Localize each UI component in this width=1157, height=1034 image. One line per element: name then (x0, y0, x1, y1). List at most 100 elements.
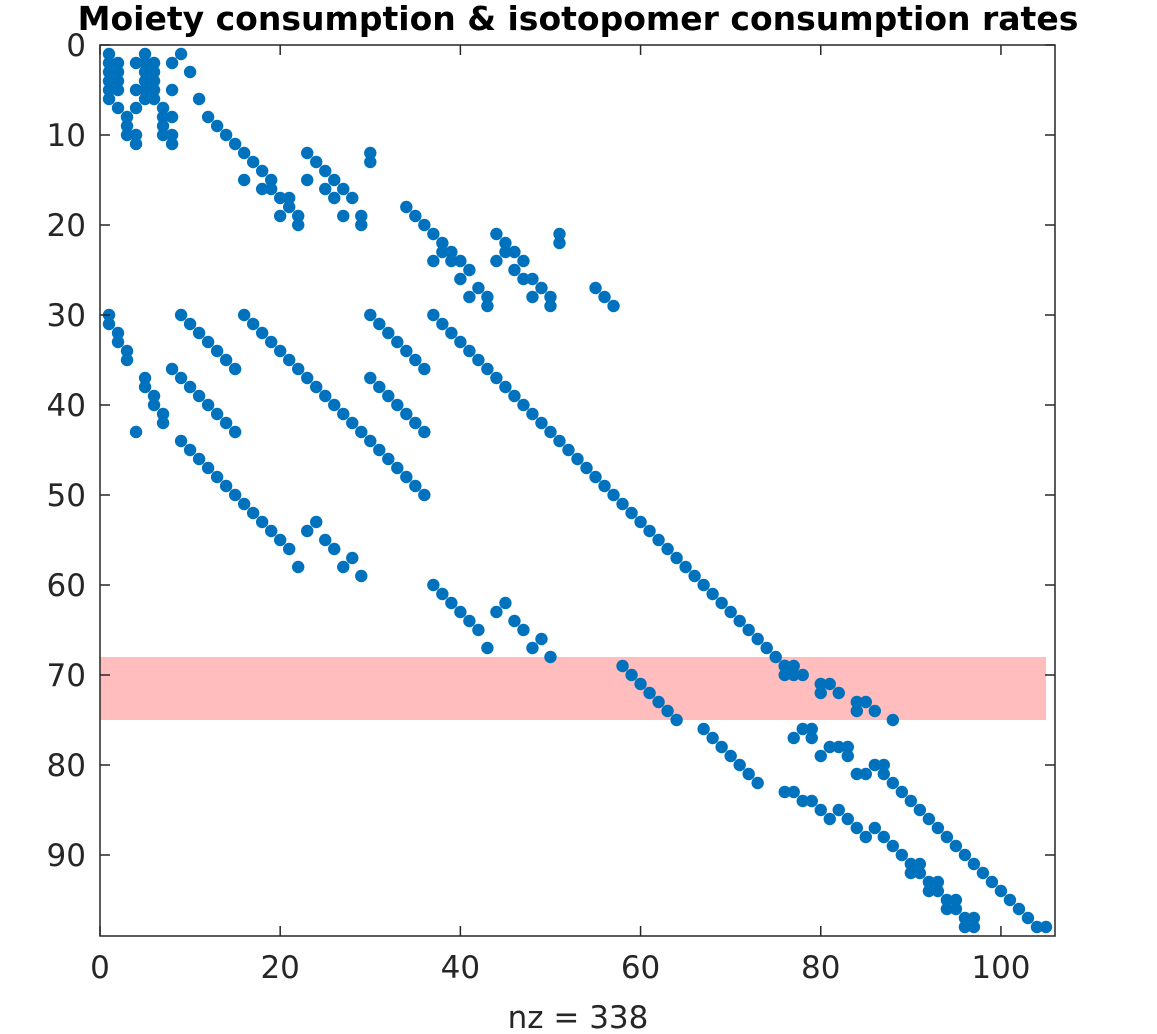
data-point (273, 533, 287, 547)
data-point (895, 848, 909, 862)
data-point (445, 254, 458, 268)
data-point (427, 578, 440, 592)
data-point (219, 128, 233, 142)
data-point (246, 506, 260, 520)
data-point (877, 767, 891, 781)
data-point (814, 686, 827, 700)
data-point (1003, 893, 1017, 907)
data-point (814, 677, 827, 691)
data-point (183, 317, 197, 331)
data-point (364, 371, 377, 385)
data-point (382, 326, 395, 340)
data-point (328, 398, 341, 412)
data-point (634, 515, 647, 529)
data-point (120, 110, 134, 124)
data-point (715, 596, 728, 610)
data-point (670, 713, 683, 727)
data-point (490, 254, 503, 268)
data-point (237, 308, 251, 322)
data-point (625, 506, 638, 520)
data-point (733, 758, 746, 772)
data-point (517, 272, 530, 286)
data-point (454, 254, 467, 268)
data-point (553, 227, 566, 241)
data-point (562, 443, 575, 457)
data-point (183, 443, 197, 457)
data-point (138, 74, 152, 88)
data-point (228, 362, 242, 376)
data-point (490, 605, 503, 619)
data-point (850, 695, 863, 709)
data-point (391, 461, 404, 475)
data-point (111, 335, 125, 349)
data-point (643, 524, 656, 538)
data-point (454, 272, 467, 286)
data-point (472, 623, 485, 637)
data-point (607, 299, 620, 313)
data-point (337, 209, 350, 223)
data-point (1021, 911, 1035, 925)
data-point (913, 866, 927, 880)
data-point (165, 110, 179, 124)
data-point (264, 173, 278, 187)
x-tick-label: 60 (621, 950, 660, 986)
data-point (859, 695, 873, 709)
data-point (418, 425, 431, 439)
data-point (1012, 902, 1026, 916)
x-tick-label: 0 (90, 950, 110, 986)
data-point (787, 731, 800, 745)
data-point (255, 326, 269, 340)
data-point (706, 587, 719, 601)
data-point (508, 389, 521, 403)
data-point (282, 542, 296, 556)
data-point (634, 677, 647, 691)
data-point (805, 722, 818, 736)
data-point (670, 551, 683, 565)
data-point (751, 632, 764, 646)
data-point (463, 614, 476, 628)
data-point (400, 200, 413, 214)
data-point (138, 83, 152, 97)
y-tick-label: 10 (47, 118, 86, 154)
data-point (129, 425, 143, 439)
data-point (228, 425, 242, 439)
data-point (787, 785, 800, 799)
data-point (120, 119, 134, 133)
data-point (409, 416, 422, 430)
data-point (841, 812, 854, 826)
data-point (850, 704, 863, 718)
data-point (210, 344, 224, 358)
data-point (156, 407, 170, 421)
data-point (201, 398, 215, 412)
data-point (931, 875, 945, 889)
data-point (499, 596, 512, 610)
data-point (832, 686, 845, 700)
data-point (138, 92, 152, 106)
data-point (237, 497, 251, 511)
data-point (129, 83, 143, 97)
data-point (346, 191, 359, 205)
data-point (445, 596, 458, 610)
data-point (490, 371, 503, 385)
data-point (544, 290, 557, 304)
data-point (156, 119, 170, 133)
data-point (147, 83, 161, 97)
data-point (796, 722, 809, 736)
data-point (102, 47, 116, 61)
data-point (255, 515, 269, 529)
data-point (292, 218, 305, 232)
data-point (219, 353, 233, 367)
data-point (877, 830, 891, 844)
data-point (940, 902, 954, 916)
data-point (147, 65, 161, 79)
data-point (715, 740, 728, 754)
data-point (301, 371, 314, 385)
data-point (273, 209, 287, 223)
data-point (282, 353, 296, 367)
data-point (481, 641, 494, 655)
data-point (436, 317, 449, 331)
data-point (463, 290, 476, 304)
data-point (355, 569, 368, 583)
data-point (192, 389, 206, 403)
data-point (778, 785, 791, 799)
